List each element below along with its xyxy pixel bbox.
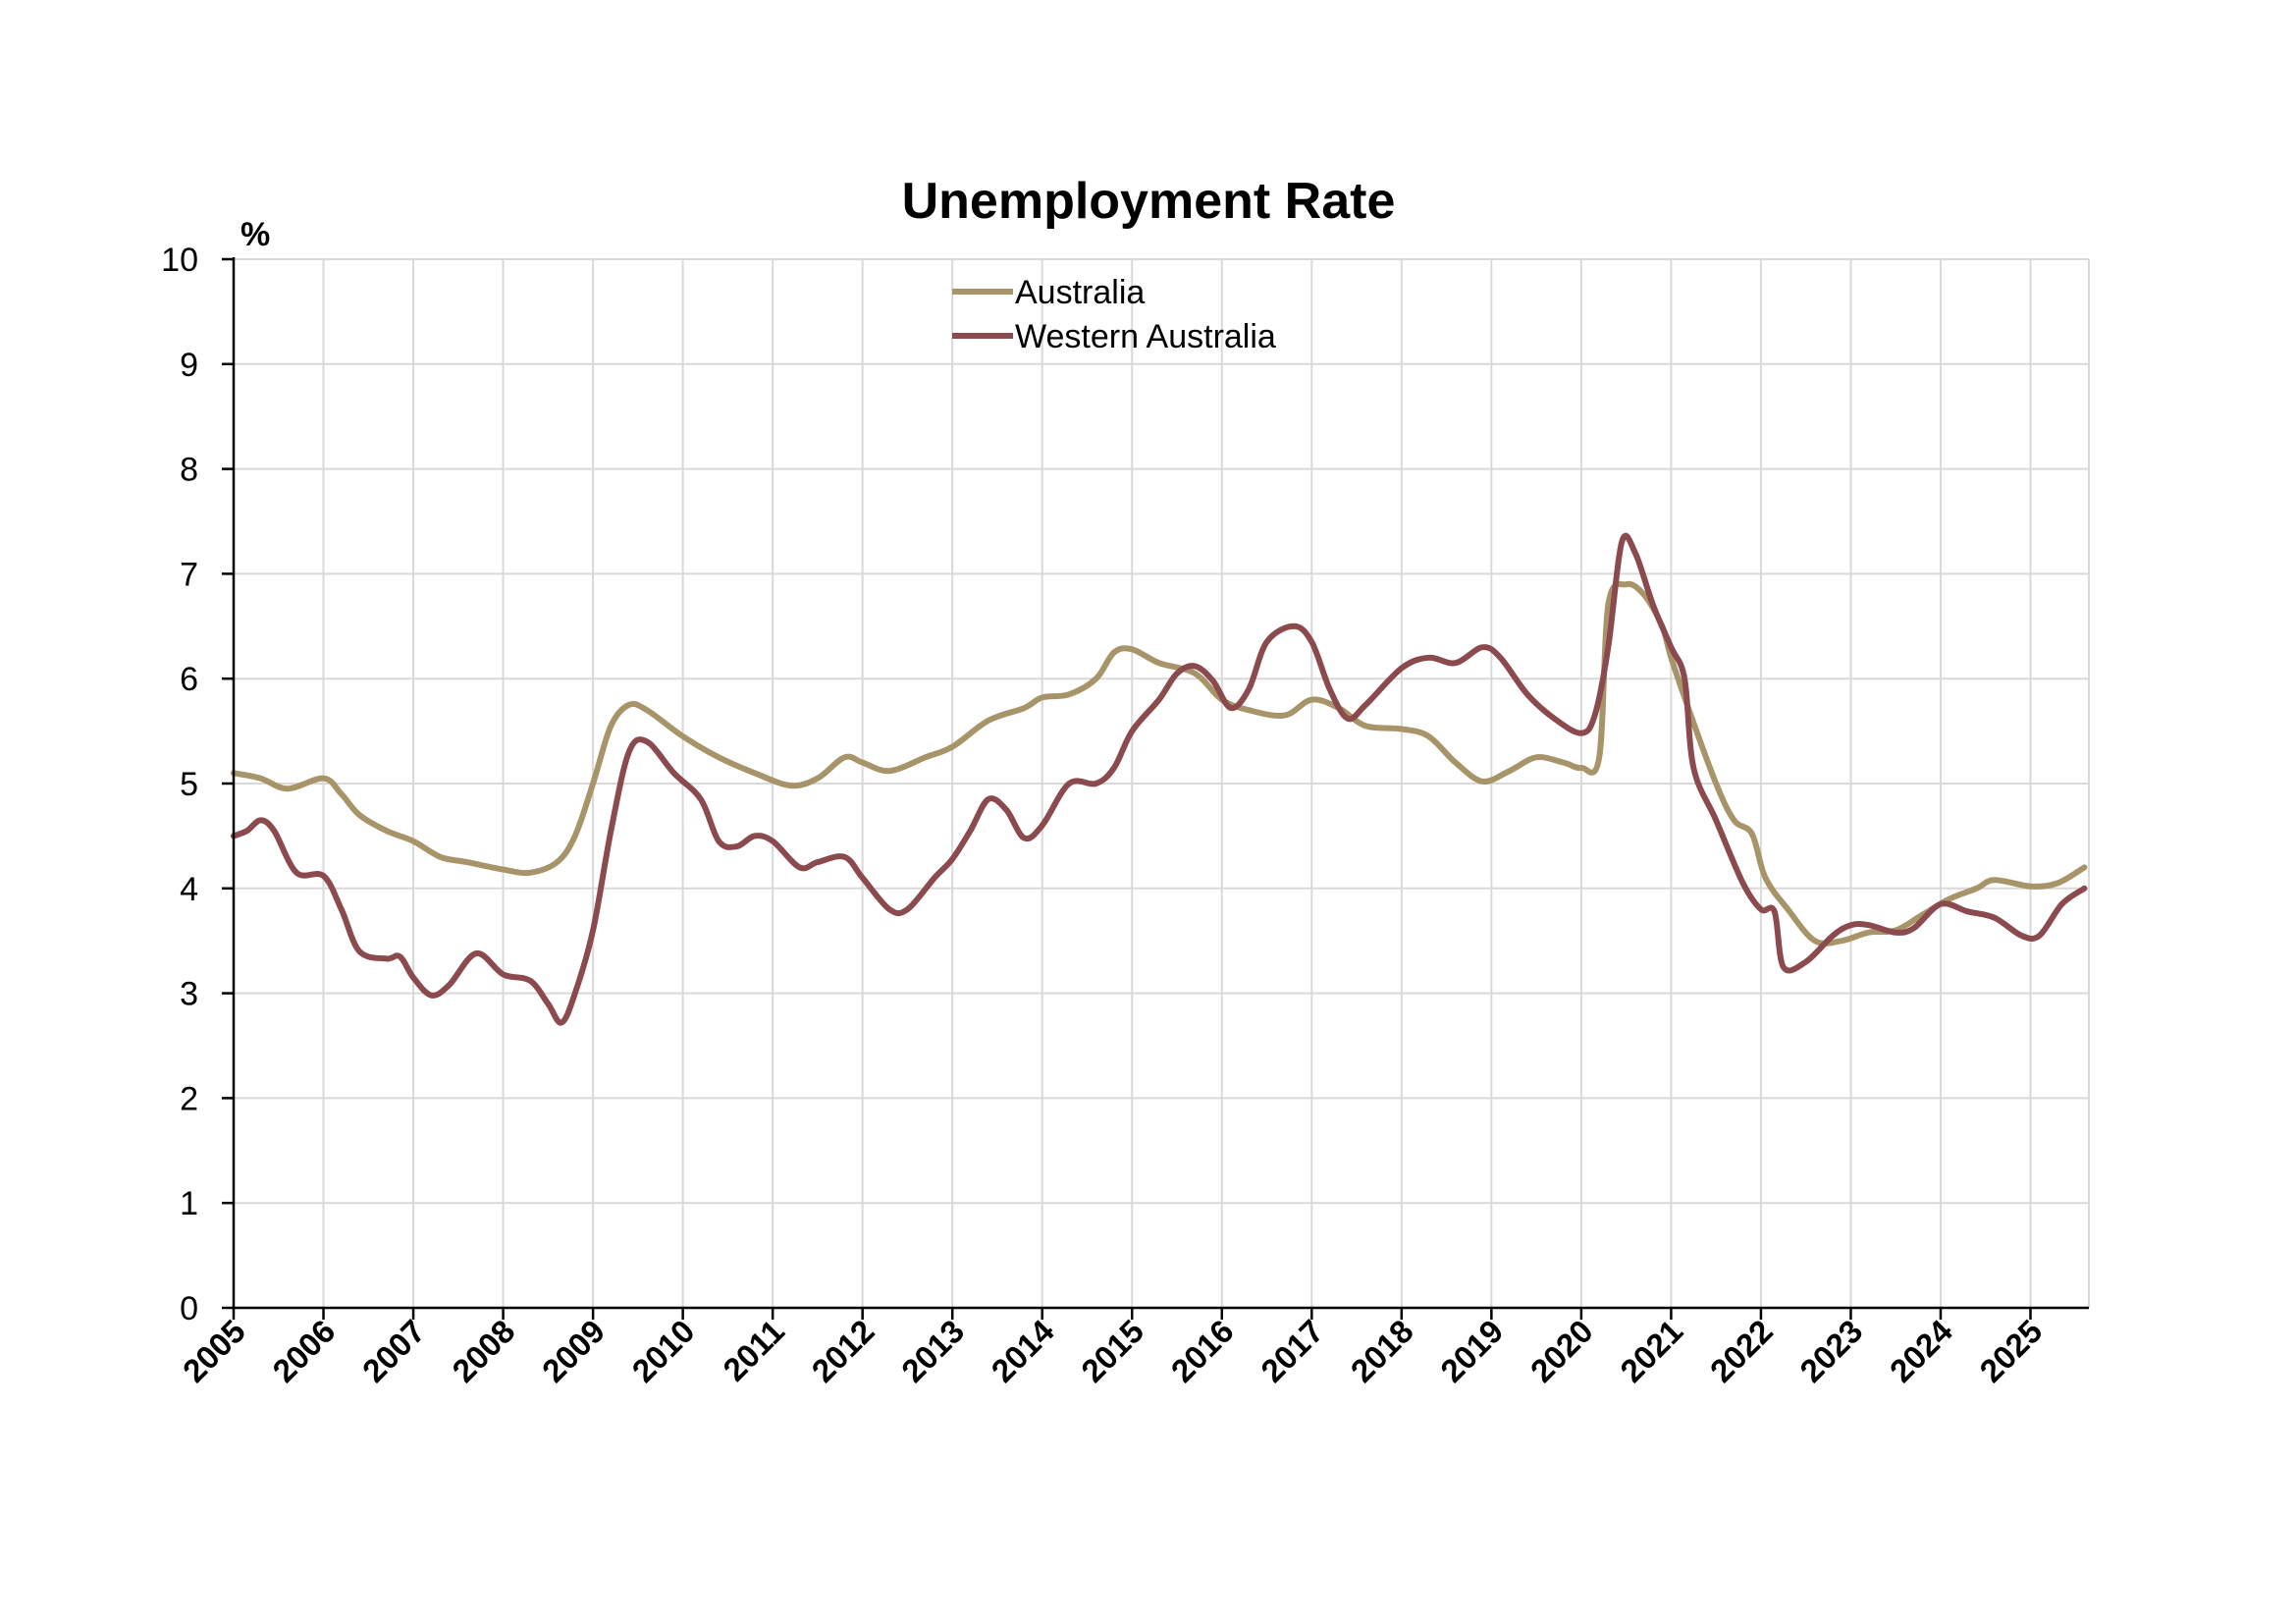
gridlines [234, 258, 2090, 1308]
x-tick-label: 2019 [1433, 1313, 1510, 1389]
x-tick-label: 2010 [624, 1313, 701, 1389]
series-lines [231, 532, 2088, 1026]
y-tick-label: 9 [180, 347, 198, 384]
y-tick-label: 5 [180, 766, 198, 803]
x-tick-label: 2022 [1703, 1313, 1780, 1389]
y-tick-label: 6 [180, 661, 198, 698]
x-tick-label: 2017 [1254, 1313, 1330, 1389]
x-tick-label: 2025 [1972, 1313, 2049, 1389]
legend: Australia Western Australia [952, 274, 1276, 355]
y-tick-label: 7 [180, 556, 198, 593]
x-tick-label: 2008 [445, 1313, 521, 1389]
x-tick-label: 2016 [1164, 1313, 1241, 1389]
y-tick-label: 8 [180, 452, 198, 489]
x-tick-label: 2024 [1883, 1312, 1960, 1389]
x-tick-label: 2013 [894, 1313, 971, 1389]
x-tick-label: 2021 [1613, 1313, 1689, 1389]
chart-title: Unemployment Rate [902, 173, 1396, 230]
x-tick-label: 2023 [1792, 1313, 1869, 1389]
y-axis-unit-label: % [240, 216, 270, 253]
legend-label: Western Australia [1015, 318, 1276, 355]
x-tick-label: 2012 [805, 1313, 881, 1389]
y-tick-label: 2 [180, 1080, 198, 1117]
axes [222, 257, 2089, 1320]
x-tick-label: 2011 [716, 1313, 791, 1388]
x-tick-label: 2006 [265, 1313, 342, 1389]
y-axis-tick-labels: 0 1 2 3 4 5 6 7 8 9 10 [161, 242, 198, 1327]
y-tick-label: 3 [180, 976, 198, 1013]
x-tick-label: 2014 [985, 1312, 1062, 1389]
x-tick-label: 2018 [1344, 1313, 1420, 1389]
x-tick-label: 2007 [355, 1313, 432, 1389]
y-tick-label: 0 [180, 1290, 198, 1327]
series-line-australia [231, 580, 2088, 947]
y-tick-label: 4 [180, 871, 198, 908]
x-tick-label: 2020 [1523, 1313, 1600, 1389]
y-tick-label: 10 [161, 242, 198, 279]
y-tick-label: 1 [180, 1185, 198, 1222]
series-line-western-australia [231, 532, 2088, 1026]
x-axis-tick-labels: 2005 2006 2007 2008 2009 2010 2011 2012 2013 2014… [176, 1312, 2050, 1389]
x-tick-label: 2009 [535, 1313, 612, 1389]
x-tick-label: 2015 [1074, 1313, 1150, 1389]
legend-label: Australia [1015, 274, 1145, 311]
